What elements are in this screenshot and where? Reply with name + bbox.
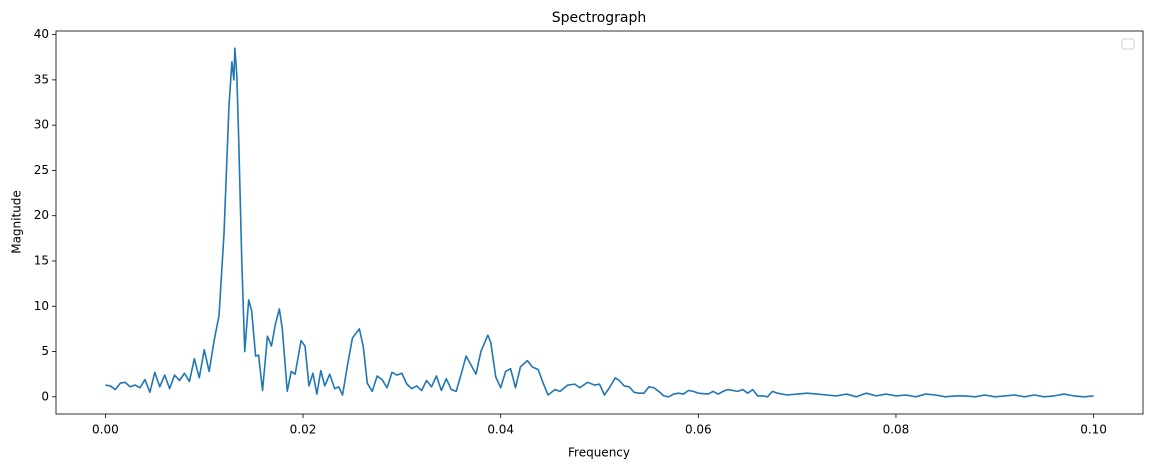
y-tick-label: 10 bbox=[34, 299, 49, 313]
y-axis-label: Magnitude bbox=[10, 190, 24, 254]
y-tick-label: 25 bbox=[34, 163, 49, 177]
chart-title: Spectrograph bbox=[552, 10, 647, 26]
data-line bbox=[105, 47, 1094, 398]
x-tick-label: 0.04 bbox=[487, 423, 514, 437]
y-tick-label: 15 bbox=[34, 253, 49, 267]
y-tick-label: 20 bbox=[34, 208, 49, 222]
x-tick-label: 0.02 bbox=[290, 423, 317, 437]
y-tick-label: 5 bbox=[41, 344, 49, 358]
plot-frame bbox=[55, 30, 1144, 415]
x-tick-label: 0.00 bbox=[92, 423, 119, 437]
y-tick-label: 35 bbox=[34, 72, 49, 86]
y-tick-label: 0 bbox=[41, 389, 49, 403]
legend bbox=[1121, 38, 1135, 50]
x-axis-label: Frequency bbox=[568, 446, 630, 460]
x-tick-label: 0.08 bbox=[883, 423, 910, 437]
x-tick-label: 0.10 bbox=[1080, 423, 1107, 437]
y-tick-label: 40 bbox=[34, 27, 49, 41]
y-tick-label: 30 bbox=[34, 118, 49, 132]
x-tick-label: 0.06 bbox=[685, 423, 712, 437]
